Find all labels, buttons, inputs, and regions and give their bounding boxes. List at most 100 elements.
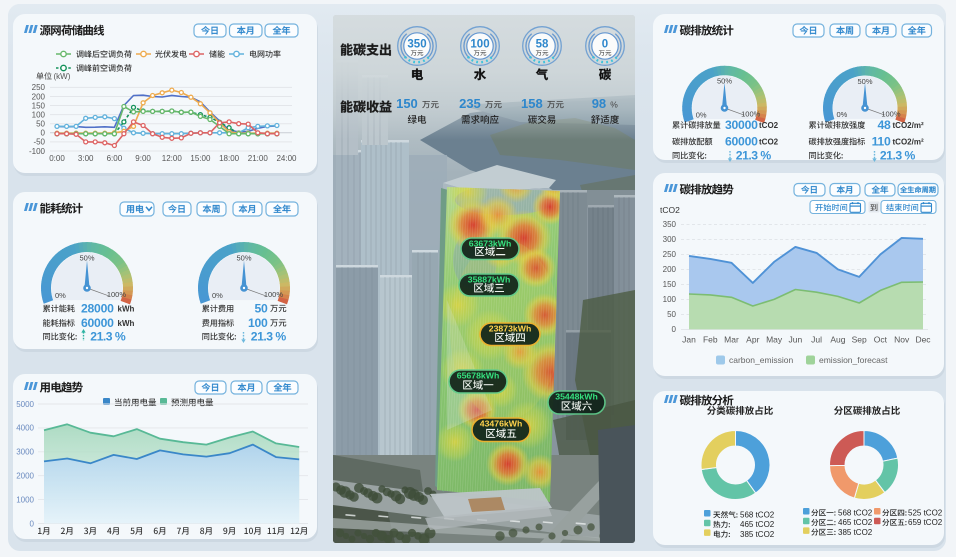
svg-text:tCO2/m²: tCO2/m² (893, 121, 924, 130)
svg-text:385 tCO2: 385 tCO2 (838, 528, 873, 537)
svg-text:150: 150 (32, 101, 46, 110)
svg-text:21.3 %: 21.3 % (90, 330, 126, 344)
svg-text:tCO2: tCO2 (759, 137, 779, 146)
svg-text:60000: 60000 (725, 135, 758, 149)
svg-text:21:00: 21:00 (248, 154, 269, 163)
svg-text:5000: 5000 (16, 400, 34, 409)
svg-text:Apr: Apr (746, 335, 759, 345)
svg-text:300: 300 (663, 235, 677, 244)
svg-text:43476kWh: 43476kWh (480, 419, 523, 429)
svg-text:50%: 50% (717, 77, 732, 86)
svg-text:0%: 0% (696, 110, 707, 119)
svg-text:Dec: Dec (915, 335, 931, 345)
svg-text:200: 200 (32, 92, 46, 101)
svg-text:carbon_emission: carbon_emission (729, 355, 794, 365)
svg-text:9:00: 9:00 (135, 154, 151, 163)
svg-text:158: 158 (521, 96, 543, 111)
svg-text:100: 100 (470, 39, 489, 51)
svg-text:3000: 3000 (16, 448, 34, 457)
svg-text:50: 50 (255, 302, 269, 316)
svg-text:100: 100 (663, 295, 677, 304)
svg-text:18:00: 18:00 (219, 154, 240, 163)
svg-text:50%: 50% (79, 254, 94, 263)
svg-text:Sep: Sep (852, 335, 867, 345)
svg-text:12:00: 12:00 (162, 154, 183, 163)
svg-text:4000: 4000 (16, 424, 34, 433)
svg-text:Mar: Mar (724, 335, 739, 345)
svg-text:kWh: kWh (118, 319, 135, 328)
svg-text:250: 250 (32, 83, 46, 92)
svg-text:525 tCO2: 525 tCO2 (908, 509, 943, 518)
svg-text:21.3 %: 21.3 % (880, 149, 916, 163)
svg-text:100%: 100% (881, 109, 901, 118)
svg-text:100: 100 (248, 316, 268, 330)
svg-text:tCO2: tCO2 (660, 205, 680, 215)
svg-text:50%: 50% (857, 77, 872, 86)
svg-text:Nov: Nov (894, 335, 910, 345)
svg-text:200: 200 (663, 265, 677, 274)
svg-text:65678kWh: 65678kWh (457, 371, 500, 381)
svg-text:250: 250 (663, 250, 677, 259)
svg-text:659 tCO2: 659 tCO2 (908, 518, 943, 527)
svg-text:15:00: 15:00 (190, 154, 211, 163)
svg-text:100: 100 (32, 110, 46, 119)
svg-text:kWh: kWh (118, 304, 135, 313)
svg-text:24:00: 24:00 (276, 154, 297, 163)
svg-text:21.3 %: 21.3 % (251, 330, 287, 344)
svg-text:50: 50 (667, 310, 676, 319)
svg-text:465 tCO2: 465 tCO2 (838, 518, 873, 527)
svg-text:0%: 0% (837, 110, 848, 119)
svg-text:1000: 1000 (16, 495, 34, 504)
svg-text:2000: 2000 (16, 472, 34, 481)
svg-text:50%: 50% (236, 254, 251, 263)
svg-text:150: 150 (396, 96, 418, 111)
svg-text:0:00: 0:00 (49, 154, 65, 163)
svg-text:Feb: Feb (703, 335, 718, 345)
svg-text:35448kWh: 35448kWh (555, 392, 598, 402)
svg-text:100%: 100% (107, 290, 127, 299)
svg-text:Jul: Jul (811, 335, 822, 345)
svg-text:23873kWh: 23873kWh (489, 324, 532, 334)
svg-text:350: 350 (663, 220, 677, 229)
svg-text:35887kWh: 35887kWh (468, 275, 511, 285)
svg-text:(kW): (kW) (54, 72, 71, 81)
svg-text:100%: 100% (264, 290, 284, 299)
svg-text:Oct: Oct (874, 335, 888, 345)
svg-text:-100: -100 (29, 147, 46, 156)
svg-text:465 tCO2: 465 tCO2 (740, 520, 775, 529)
svg-text:%: % (610, 100, 618, 110)
svg-text:Jan: Jan (682, 335, 696, 345)
svg-text:100%: 100% (741, 110, 761, 119)
svg-text:tCO2/m²: tCO2/m² (893, 137, 924, 146)
svg-text:58: 58 (536, 39, 549, 51)
svg-text:Jun: Jun (789, 335, 803, 345)
svg-text:350: 350 (407, 39, 426, 51)
svg-text:May: May (766, 335, 783, 345)
svg-text:0%: 0% (212, 291, 223, 300)
svg-text:28000: 28000 (81, 302, 114, 316)
svg-text:568 tCO2: 568 tCO2 (838, 509, 873, 518)
svg-text:60000: 60000 (81, 316, 114, 330)
svg-text:150: 150 (663, 280, 677, 289)
svg-text:30000: 30000 (725, 118, 758, 132)
svg-text:-50: -50 (33, 138, 45, 147)
svg-text:21.3 %: 21.3 % (736, 149, 772, 163)
svg-text:emission_forecast: emission_forecast (819, 355, 888, 365)
svg-text:6:00: 6:00 (107, 154, 123, 163)
svg-text:0%: 0% (55, 291, 66, 300)
svg-text:0: 0 (672, 325, 677, 334)
svg-text:0: 0 (41, 129, 46, 138)
svg-text:98: 98 (592, 96, 606, 111)
svg-text:0: 0 (30, 519, 35, 528)
svg-text:48: 48 (877, 118, 891, 132)
svg-text:110: 110 (872, 135, 891, 149)
svg-text:0: 0 (602, 39, 608, 51)
svg-text:Aug: Aug (830, 335, 845, 345)
svg-text:50: 50 (36, 120, 45, 129)
svg-text:3:00: 3:00 (78, 154, 94, 163)
svg-text:385 tCO2: 385 tCO2 (740, 530, 775, 539)
svg-text:tCO2: tCO2 (759, 121, 779, 130)
svg-text:235: 235 (459, 96, 481, 111)
svg-text:63673kWh: 63673kWh (469, 239, 512, 249)
svg-text:568 tCO2: 568 tCO2 (740, 511, 775, 520)
